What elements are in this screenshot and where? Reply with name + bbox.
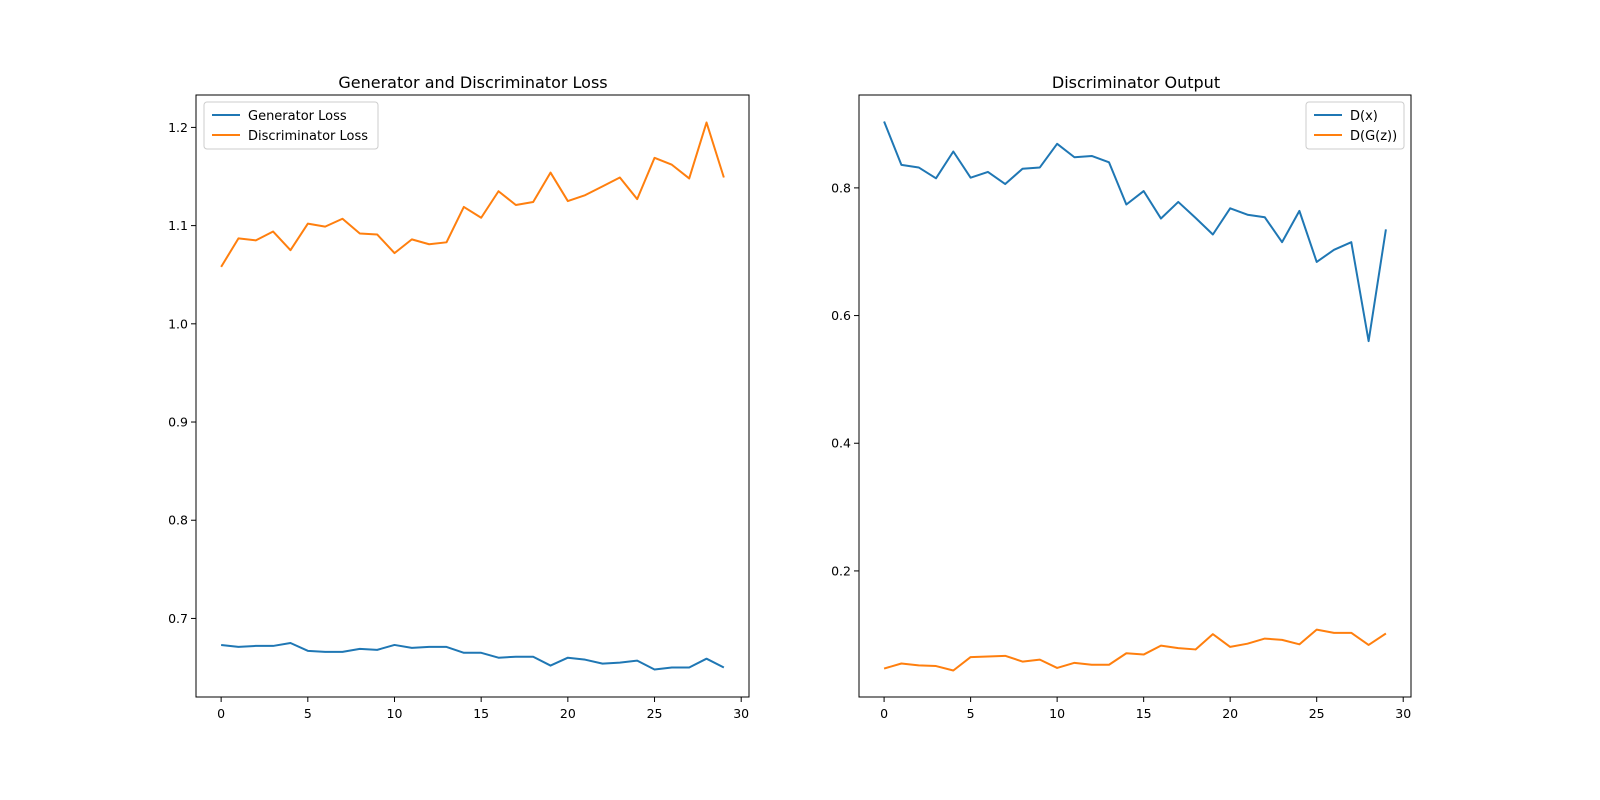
x-tick-label: 30 <box>733 706 749 721</box>
x-tick-label: 0 <box>217 706 225 721</box>
axes-frame <box>195 94 750 698</box>
y-tick-label: 0.8 <box>831 180 851 195</box>
x-tick-label: 25 <box>1309 706 1325 721</box>
legend: D(x) D(G(z)) <box>1305 101 1405 150</box>
x-tick-label: 25 <box>647 706 663 721</box>
y-tick-label: 0.6 <box>831 308 851 323</box>
y-tick-label: 1.0 <box>168 316 188 331</box>
x-tick-label: 10 <box>1049 706 1065 721</box>
series-line-generator-loss <box>221 641 725 671</box>
x-tick-label: 15 <box>473 706 489 721</box>
x-tick-label: 5 <box>304 706 312 721</box>
legend-label-generator-loss: Generator Loss <box>248 109 347 124</box>
y-tick-label: 1.2 <box>168 120 188 135</box>
x-tick-label: 20 <box>1222 706 1238 721</box>
legend-label-discriminator-loss: Discriminator Loss <box>248 129 368 144</box>
y-tick-label: 0.7 <box>168 611 188 626</box>
legend-label-d-g-z: D(G(z)) <box>1350 129 1397 144</box>
x-tick-label: 5 <box>967 706 975 721</box>
series-line-discriminator-loss <box>220 121 725 268</box>
x-tick-label: 15 <box>1136 706 1152 721</box>
y-tick-label: 0.9 <box>168 415 188 430</box>
series-line-d-g-z <box>883 628 1387 672</box>
legend-label-d-x: D(x) <box>1350 109 1378 124</box>
legend-box <box>1305 101 1405 150</box>
x-tick-label: 0 <box>880 706 888 721</box>
x-tick-label: 20 <box>560 706 576 721</box>
chart-title: Discriminator Output <box>1052 73 1220 92</box>
loss-chart-panel: Generator and Discriminator Loss 0 5 10 15 2… <box>168 73 750 721</box>
y-tick-label: 0.2 <box>831 563 851 578</box>
y-tick-label: 1.1 <box>168 218 188 233</box>
chart-title: Generator and Discriminator Loss <box>338 73 607 92</box>
x-tick-label: 10 <box>387 706 403 721</box>
legend-box <box>203 101 379 150</box>
axes-frame <box>858 94 1412 698</box>
series-line-d-x <box>883 121 1387 343</box>
legend: Generator Loss Discriminator Loss <box>203 101 379 150</box>
output-chart-panel: Discriminator Output 0 5 10 15 20 25 30 0.2 0.4 0… <box>831 73 1412 721</box>
x-tick-label: 30 <box>1395 706 1411 721</box>
y-tick-label: 0.4 <box>831 436 851 451</box>
y-tick-label: 0.8 <box>168 513 188 528</box>
